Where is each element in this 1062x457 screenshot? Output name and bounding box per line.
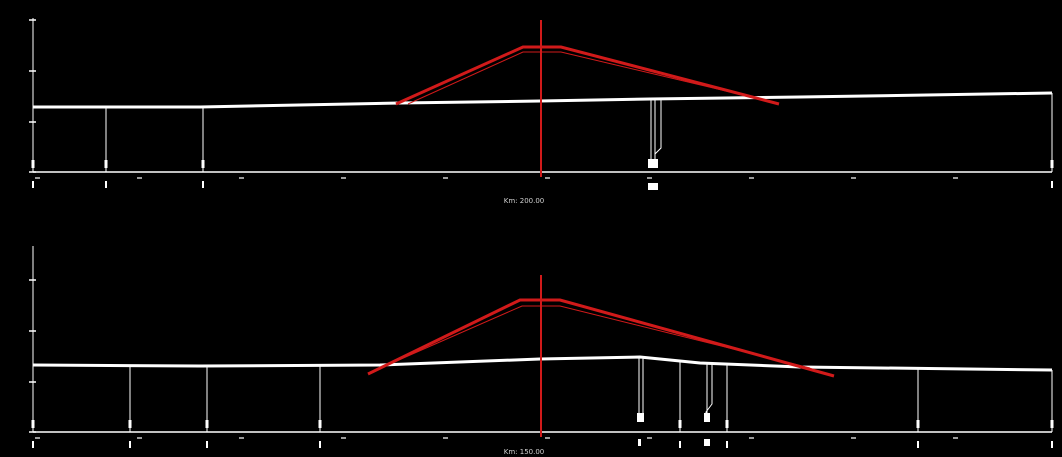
horizontal-axis-tick — [647, 177, 652, 179]
km-label-top: Km: 200.00 — [503, 197, 545, 205]
horizontal-axis-tick — [749, 437, 754, 439]
horizontal-axis-tick — [341, 437, 346, 439]
station-stake-marker — [704, 413, 710, 422]
station-stake-foot — [1051, 441, 1053, 448]
station-stake-foot — [32, 441, 34, 448]
station-stake — [654, 100, 662, 160]
station-stake-foot — [679, 441, 681, 448]
station-stake-marker — [725, 420, 729, 428]
station-stake-marker — [201, 160, 205, 168]
horizontal-axis-tick — [545, 437, 550, 439]
ground-line — [32, 355, 1053, 372]
horizontal-axis-tick — [953, 177, 958, 179]
cross-section-canvas-top — [29, 18, 1054, 190]
station-stake-foot — [704, 439, 710, 446]
station-stake-foot — [319, 441, 321, 448]
horizontal-axis-tick — [443, 437, 448, 439]
horizontal-axis-tick — [35, 177, 40, 179]
station-stake-foot — [32, 181, 34, 188]
horizontal-axis-tick — [851, 177, 856, 179]
design-template — [395, 45, 780, 106]
cross-section-panel-top: Km: 200.00 — [0, 0, 1062, 228]
station-stake-marker — [916, 420, 920, 428]
station-stake-foot — [648, 183, 658, 190]
horizontal-axis-tick — [341, 177, 346, 179]
km-label-bottom: Km: 150.00 — [503, 448, 545, 456]
station-stake-foot — [1051, 181, 1053, 188]
horizontal-axis-tick — [35, 437, 40, 439]
horizontal-axis-tick — [239, 177, 244, 179]
station-stake-foot — [638, 439, 641, 446]
station-stake-foot — [202, 181, 204, 188]
station-stake-foot — [105, 181, 107, 188]
horizontal-axis-tick — [749, 177, 754, 179]
horizontal-axis-tick — [137, 177, 142, 179]
station-stake-marker — [318, 420, 322, 428]
station-stake-marker — [637, 413, 644, 422]
station-stake-foot — [726, 441, 728, 448]
design-template-inner — [407, 51, 761, 105]
horizontal-axis-tick — [647, 437, 652, 439]
station-stake-marker — [205, 420, 209, 428]
station-stake-foot — [206, 441, 208, 448]
station-stake-marker — [104, 160, 108, 168]
horizontal-axis-tick — [443, 177, 448, 179]
station-stake-foot — [917, 441, 919, 448]
ground-line — [33, 91, 1053, 109]
horizontal-axis-tick — [239, 437, 244, 439]
horizontal-axis-tick — [137, 437, 142, 439]
horizontal-axis-tick — [851, 437, 856, 439]
horizontal-axis-tick — [953, 437, 958, 439]
station-stake-foot — [129, 441, 131, 448]
station-stake-marker — [648, 159, 658, 168]
station-stake-marker — [31, 160, 35, 168]
station-stake-marker — [678, 420, 682, 428]
horizontal-axis-tick — [545, 177, 550, 179]
cross-section-panel-bottom: Km: 150.00 — [0, 228, 1062, 457]
station-stake-marker — [1050, 420, 1054, 428]
station-stake-marker — [31, 420, 35, 428]
cross-section-canvas-bottom — [29, 246, 1054, 448]
station-stake-marker — [128, 420, 132, 428]
station-stake-marker — [1050, 160, 1054, 168]
